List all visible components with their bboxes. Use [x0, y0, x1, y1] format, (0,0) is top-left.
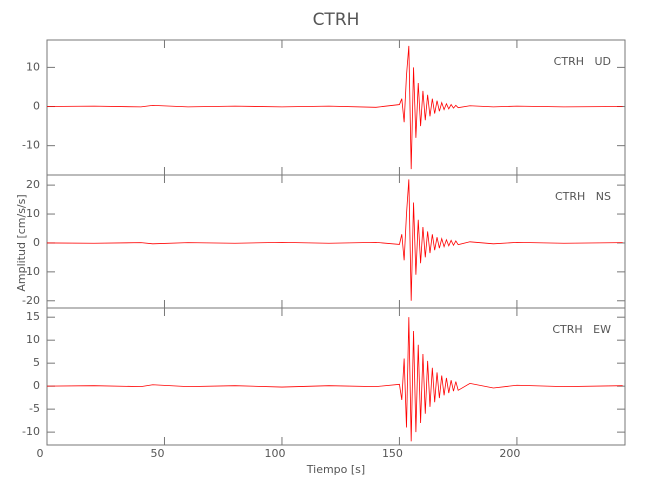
- y-tick-label: 10: [26, 333, 40, 346]
- y-tick-label: -10: [22, 139, 40, 152]
- y-tick-label: 10: [26, 60, 40, 73]
- x-tick-label: 0: [37, 447, 44, 460]
- x-tick-label: 50: [150, 447, 164, 460]
- y-tick-label: -10: [22, 425, 40, 438]
- x-tick-label: 150: [382, 447, 403, 460]
- y-tick-label: -10: [22, 265, 40, 278]
- waveform: [46, 317, 623, 442]
- y-axis-label: Amplitud [cm/s/s]: [15, 194, 28, 291]
- panel-label: CTRH EW: [552, 323, 611, 336]
- x-tick-label: 100: [264, 447, 285, 460]
- y-tick-label: -20: [22, 294, 40, 307]
- panel-frame: [46, 39, 626, 176]
- y-tick-label: 15: [26, 310, 40, 323]
- y-tick-label: 20: [26, 178, 40, 191]
- y-tick-label: 5: [33, 356, 40, 369]
- waveform: [46, 179, 623, 301]
- waveform: [46, 45, 623, 170]
- panel-label: CTRH NS: [555, 190, 611, 203]
- y-tick-label: 0: [33, 379, 40, 392]
- x-tick-label: 200: [499, 447, 520, 460]
- panel-frame: [46, 174, 626, 309]
- panel-frame: [46, 307, 626, 446]
- chart-title: CTRH: [313, 10, 360, 30]
- y-tick-label: 0: [33, 100, 40, 113]
- panel-label: CTRH UD: [554, 55, 611, 68]
- y-tick-label: 10: [26, 207, 40, 220]
- x-axis-label: Tiempo [s]: [306, 463, 365, 476]
- y-tick-label: -5: [29, 402, 40, 415]
- y-tick-label: 0: [33, 236, 40, 249]
